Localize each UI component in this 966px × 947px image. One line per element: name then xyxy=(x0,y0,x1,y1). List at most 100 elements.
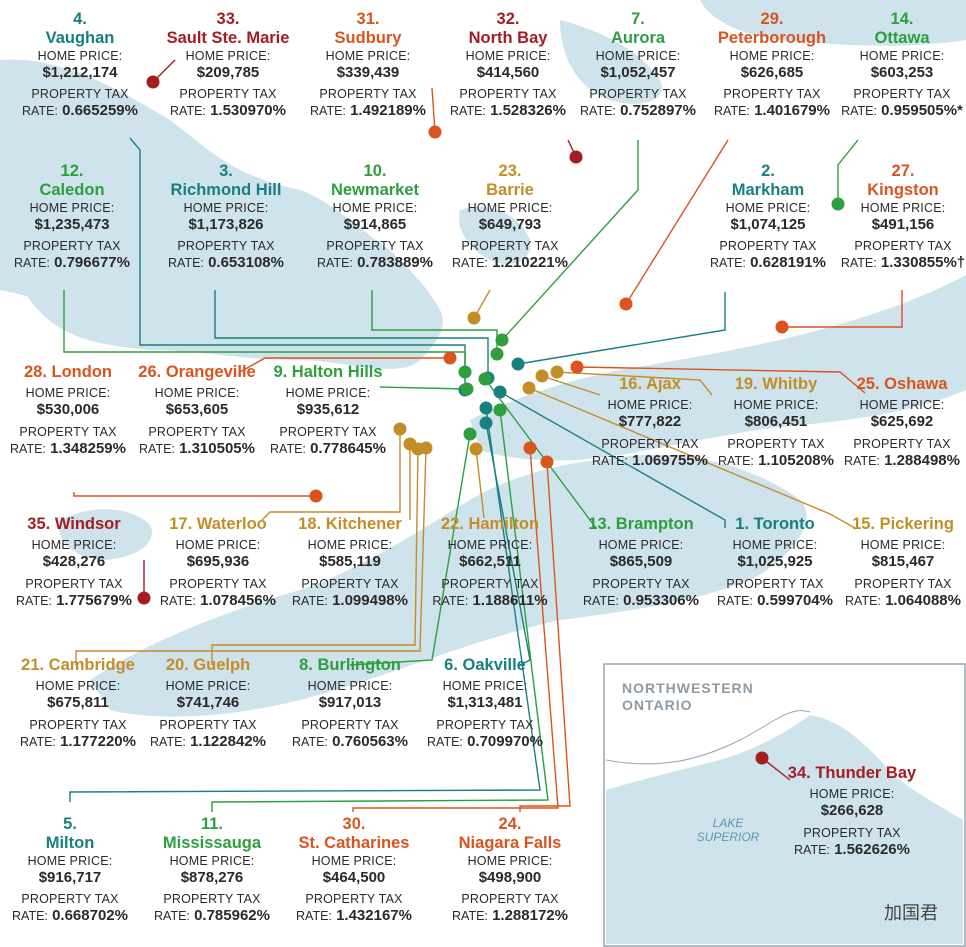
city-title: 10. Newmarket xyxy=(300,162,450,201)
rate-label: RATE: xyxy=(292,734,328,749)
leader-line-pickering xyxy=(528,387,856,529)
property-tax-label: PROPERTY TAX xyxy=(23,239,121,254)
home-price-label: HOME PRICE: xyxy=(27,853,113,868)
city-dot-caledon[interactable] xyxy=(458,365,472,379)
city-dot-markham[interactable] xyxy=(511,357,525,371)
city-card-markham: 2. Markham HOME PRICE: $1,074,125 PROPERTY T… xyxy=(693,162,843,272)
city-dot-ottawa[interactable] xyxy=(831,197,845,211)
city-card-milton: 5. Milton HOME PRICE: $916,717 PROPERTY TAX R… xyxy=(0,815,145,925)
city-dot-niagara-falls[interactable] xyxy=(540,455,554,469)
rate-label: RATE: xyxy=(450,104,486,119)
home-price-value: $498,900 xyxy=(478,868,542,886)
lake-huron-north xyxy=(0,169,235,320)
tax-rate-value: 1.210221% xyxy=(487,254,568,272)
city-dot-whitby[interactable] xyxy=(550,365,564,379)
tax-rate-line: RATE: 1.122842% xyxy=(133,733,283,751)
city-dot-milton[interactable] xyxy=(479,401,493,415)
city-title: 33. Sault Ste. Marie xyxy=(153,10,303,49)
home-price-value: $625,692 xyxy=(870,413,934,431)
city-dot-thunder-bay[interactable] xyxy=(755,751,769,765)
city-name: Ottawa xyxy=(874,29,930,48)
rate-label: RATE: xyxy=(432,593,469,608)
property-tax-label: PROPERTY TAX xyxy=(326,239,424,254)
city-name: Cambridge xyxy=(48,656,135,674)
city-dot-newmarket[interactable] xyxy=(490,347,504,361)
leader-line-whitby xyxy=(556,371,713,396)
city-dot-mississauga[interactable] xyxy=(493,403,507,417)
city-dot-hamilton[interactable] xyxy=(469,442,483,456)
city-name: Thunder Bay xyxy=(815,764,917,782)
city-dot-waterloo[interactable] xyxy=(393,422,407,436)
leader-line-halton-hills xyxy=(379,386,468,390)
city-dot-barrie[interactable] xyxy=(467,311,481,325)
tax-rate-value: 1.562626% xyxy=(829,840,910,858)
city-dot-sault-ste-marie[interactable] xyxy=(146,75,160,89)
tax-rate-line: RATE: 1.188611% xyxy=(415,592,565,610)
city-dot-burlington[interactable] xyxy=(463,427,477,441)
city-dot-orangeville[interactable] xyxy=(443,351,457,365)
tax-rate-line: RATE: 0.752897% xyxy=(563,102,713,120)
city-dot-toronto[interactable] xyxy=(493,385,507,399)
city-rank: 29. xyxy=(760,10,784,28)
property-tax-label: PROPERTY TAX xyxy=(179,87,277,102)
leader-lines xyxy=(63,59,903,812)
property-tax-label: PROPERTY TAX xyxy=(319,87,417,102)
home-price-value: $675,811 xyxy=(47,694,109,712)
city-dot-oshawa[interactable] xyxy=(570,360,584,374)
city-dot-london[interactable] xyxy=(309,489,323,503)
home-price-label: HOME PRICE: xyxy=(732,538,818,553)
city-card-london: 28. London HOME PRICE: $530,006 PROPERTY TA… xyxy=(0,363,143,457)
city-dot-halton-hills[interactable] xyxy=(460,382,474,396)
city-dot-aurora[interactable] xyxy=(495,333,509,347)
city-rank: 11. xyxy=(200,815,224,833)
rate-label: RATE: xyxy=(296,909,332,924)
rate-label: RATE: xyxy=(840,256,877,271)
city-dot-oakville[interactable] xyxy=(479,416,493,430)
home-price-label: HOME PRICE: xyxy=(607,398,693,413)
rate-label: RATE: xyxy=(22,104,58,119)
city-name: Oshawa xyxy=(884,375,948,393)
home-price-label: HOME PRICE: xyxy=(169,853,255,868)
city-dot-st-catharines[interactable] xyxy=(523,441,537,455)
city-title: 11. Mississauga xyxy=(137,815,287,854)
home-price-value: $626,685 xyxy=(740,63,804,81)
tax-rate-value: 1.177220% xyxy=(55,732,136,750)
leader-line-guelph xyxy=(211,448,419,665)
tax-rate-line: RATE: 0.959505%* xyxy=(827,102,966,120)
city-dot-windsor[interactable] xyxy=(137,591,151,605)
city-dot-pickering[interactable] xyxy=(522,381,536,395)
home-price-value: $653,605 xyxy=(165,401,229,419)
city-dot-peterborough[interactable] xyxy=(619,297,633,311)
home-price-label: HOME PRICE: xyxy=(35,679,121,694)
home-price-value: $935,612 xyxy=(296,401,360,419)
tax-rate-value: 1.105208% xyxy=(753,451,834,469)
city-dot-kingston[interactable] xyxy=(775,320,789,334)
city-title: 2. Markham xyxy=(693,162,843,201)
city-card-burlington: 8. Burlington HOME PRICE: $917,013 PROPERTY… xyxy=(275,656,425,750)
city-title: 27. Kingston xyxy=(828,162,966,201)
city-rank: 22. xyxy=(440,515,464,533)
city-dot-sudbury[interactable] xyxy=(428,125,442,139)
home-price-label: HOME PRICE: xyxy=(729,48,815,63)
city-title: 7. Aurora xyxy=(563,10,713,49)
city-name: St. Catharines xyxy=(298,834,410,853)
city-dot-north-bay[interactable] xyxy=(569,150,583,164)
tax-rate-value: 1.099498% xyxy=(327,591,408,609)
rate-label: RATE: xyxy=(718,453,754,468)
city-dot-cambridge[interactable] xyxy=(419,441,433,455)
leader-line-st-catharines xyxy=(352,447,559,812)
city-rank: 30. xyxy=(342,815,366,833)
city-card-newmarket: 10. Newmarket HOME PRICE: $914,865 PROPERTY … xyxy=(300,162,450,272)
property-tax-label: PROPERTY TAX xyxy=(441,576,539,591)
city-name: Richmond Hill xyxy=(170,181,282,200)
city-card-windsor: 35. Windsor HOME PRICE: $428,276 PROPERTY T… xyxy=(0,515,149,609)
home-price-value: $878,276 xyxy=(180,868,244,886)
leader-line-waterloo xyxy=(261,429,401,521)
city-dot-brampton[interactable] xyxy=(478,372,492,386)
tax-rate-value: 0.628191% xyxy=(745,254,826,272)
tax-rate-line: RATE: 1.528326% xyxy=(433,102,583,120)
home-price-label: HOME PRICE: xyxy=(733,398,819,413)
home-price-label: HOME PRICE: xyxy=(154,386,240,401)
inset-title: NORTHWESTERN ONTARIO xyxy=(622,680,754,714)
city-dot-ajax[interactable] xyxy=(535,369,549,383)
